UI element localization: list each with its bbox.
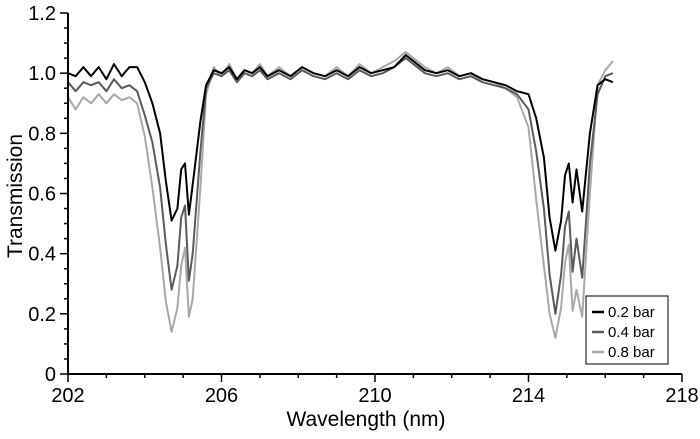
tick-labels: 202 206 210 214 218 0 0.2 0.4 0.6 0.8 1.0 1.2 xyxy=(28,3,699,407)
y-axis-title: Transmission xyxy=(4,134,27,258)
x-tick-label: 214 xyxy=(512,385,545,407)
x-tick-label: 210 xyxy=(358,385,391,407)
y-tick-label: 0.6 xyxy=(28,184,56,206)
x-tick-label: 202 xyxy=(51,385,84,407)
legend-label-0: 0.2 bar xyxy=(608,304,655,321)
legend-label-2: 0.8 bar xyxy=(608,344,655,361)
y-tick-label: 0.4 xyxy=(28,244,56,266)
series-line-1 xyxy=(67,57,614,315)
axes xyxy=(60,12,683,382)
x-tick-label: 218 xyxy=(665,385,698,407)
y-tick-label: 0.2 xyxy=(28,304,56,326)
y-tick-label: 1.2 xyxy=(28,3,56,25)
y-tick-label: 0.8 xyxy=(28,123,56,145)
series-line-0 xyxy=(67,54,614,252)
series-layer xyxy=(67,51,614,339)
legend: 0.2 bar 0.4 bar 0.8 bar xyxy=(585,295,669,365)
x-tick-label: 206 xyxy=(205,385,238,407)
legend-label-1: 0.4 bar xyxy=(608,324,655,341)
y-tick-label: 0 xyxy=(45,364,56,386)
x-axis-title: Wavelength (nm) xyxy=(286,408,445,431)
y-tick-label: 1.0 xyxy=(28,63,56,85)
